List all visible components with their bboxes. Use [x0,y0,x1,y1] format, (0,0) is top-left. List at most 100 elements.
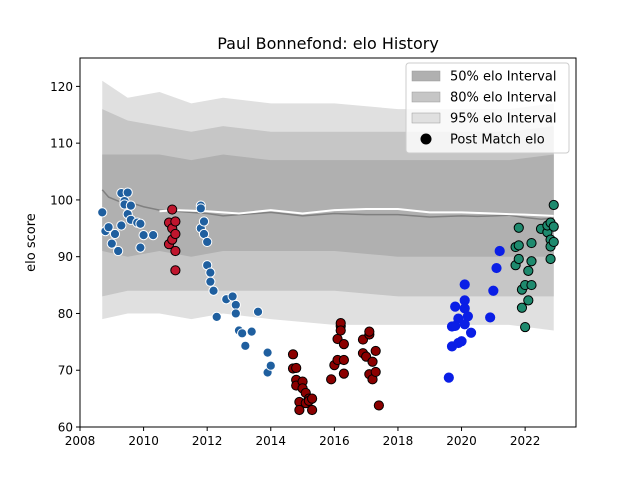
post-match-point [170,228,181,240]
y-tick-label: 100 [50,193,73,207]
post-match-point [170,265,181,276]
x-tick-label: 2008 [65,434,96,448]
post-match-point [338,354,349,366]
y-tick-label: 80 [58,307,73,321]
x-axis: 2008 2010 2012 2014 2016 2018 2020 2022 [65,427,540,448]
post-match-point [240,340,251,351]
post-match-point [370,345,381,357]
y-axis-label: elo score [24,213,39,272]
post-match-points [97,187,559,416]
x-tick-label: 2020 [446,434,477,448]
post-match-point [307,404,318,416]
post-match-point [125,200,136,211]
chart-title: Paul Bonnefond: elo History [217,34,439,53]
y-tick-label: 120 [50,80,73,94]
post-match-point [548,221,559,232]
post-match-point [491,262,502,274]
post-match-point [116,220,127,231]
post-match-point [338,368,349,379]
post-match-point [364,326,375,337]
post-match-point [516,302,528,313]
post-match-point [246,326,257,337]
post-match-point [135,242,146,253]
median-elo-line [101,189,554,220]
post-match-point [97,207,108,218]
post-match-point [523,295,534,306]
post-match-point [202,236,213,248]
post-match-point [453,313,464,324]
post-match-point [462,311,473,322]
post-match-point [265,360,276,371]
post-match-point [252,306,264,317]
post-match-point [450,301,461,312]
x-tick-label: 2018 [383,434,414,448]
post-match-point [335,325,346,336]
y-tick-label: 110 [50,137,73,151]
legend-label: 50% elo Interval [450,70,557,85]
post-match-point [367,356,378,367]
post-match-point [443,372,454,383]
y-tick-label: 70 [58,364,73,378]
trend-lines [101,189,554,220]
post-match-point [205,267,216,278]
legend-swatch [411,91,441,103]
post-match-point [373,400,384,411]
post-match-point [465,327,477,338]
post-match-point [170,216,181,227]
x-tick-label: 2010 [128,434,159,448]
post-match-point [211,311,222,322]
legend-label: 95% elo Interval [450,112,557,127]
post-match-point [526,237,537,249]
band-50-interval [102,154,554,257]
post-match-point [287,349,299,360]
post-match-point [109,228,121,240]
post-match-point [122,187,133,198]
post-match-point [195,203,206,214]
legend-label: 80% elo Interval [450,91,557,106]
post-match-point [494,245,505,257]
x-tick-label: 2016 [319,434,350,448]
post-match-point [227,291,238,302]
post-match-point [326,374,337,385]
post-match-point [230,299,241,311]
y-tick-label: 60 [58,421,73,435]
y-axis: 60 70 80 90 100 110 120 [50,80,80,435]
legend-box [405,62,570,154]
post-match-point [513,222,524,233]
post-match-point [113,245,124,257]
post-match-point [523,265,534,276]
post-match-point [488,285,499,296]
post-match-point [548,236,559,248]
post-match-point [208,285,219,296]
post-match-point [456,336,467,347]
post-match-point [548,199,559,211]
post-match-point [198,216,210,227]
mean-elo-line [159,208,554,217]
post-match-point [338,339,349,350]
x-tick-label: 2014 [255,434,286,448]
x-tick-label: 2012 [192,434,223,448]
post-match-point [135,218,146,229]
legend-label: Post Match elo [450,133,545,148]
post-match-point [167,204,178,215]
post-match-point [148,230,159,241]
post-match-point [262,347,273,358]
post-match-point [513,253,524,265]
post-match-point [485,312,496,323]
legend-swatch [411,70,441,82]
post-match-point [520,321,531,333]
plot-frame [79,57,577,428]
legend: 50% elo Interval 80% elo Interval 95% elo … [405,62,570,154]
post-match-point [106,238,117,249]
post-match-point [237,328,248,339]
post-match-point [294,404,305,416]
post-match-point [526,279,537,291]
post-match-point [307,393,318,404]
post-match-point [526,256,537,267]
post-match-point [103,222,114,233]
post-match-point [138,230,149,241]
post-match-point [205,276,216,287]
post-match-point [291,362,302,374]
legend-swatch [411,112,441,124]
